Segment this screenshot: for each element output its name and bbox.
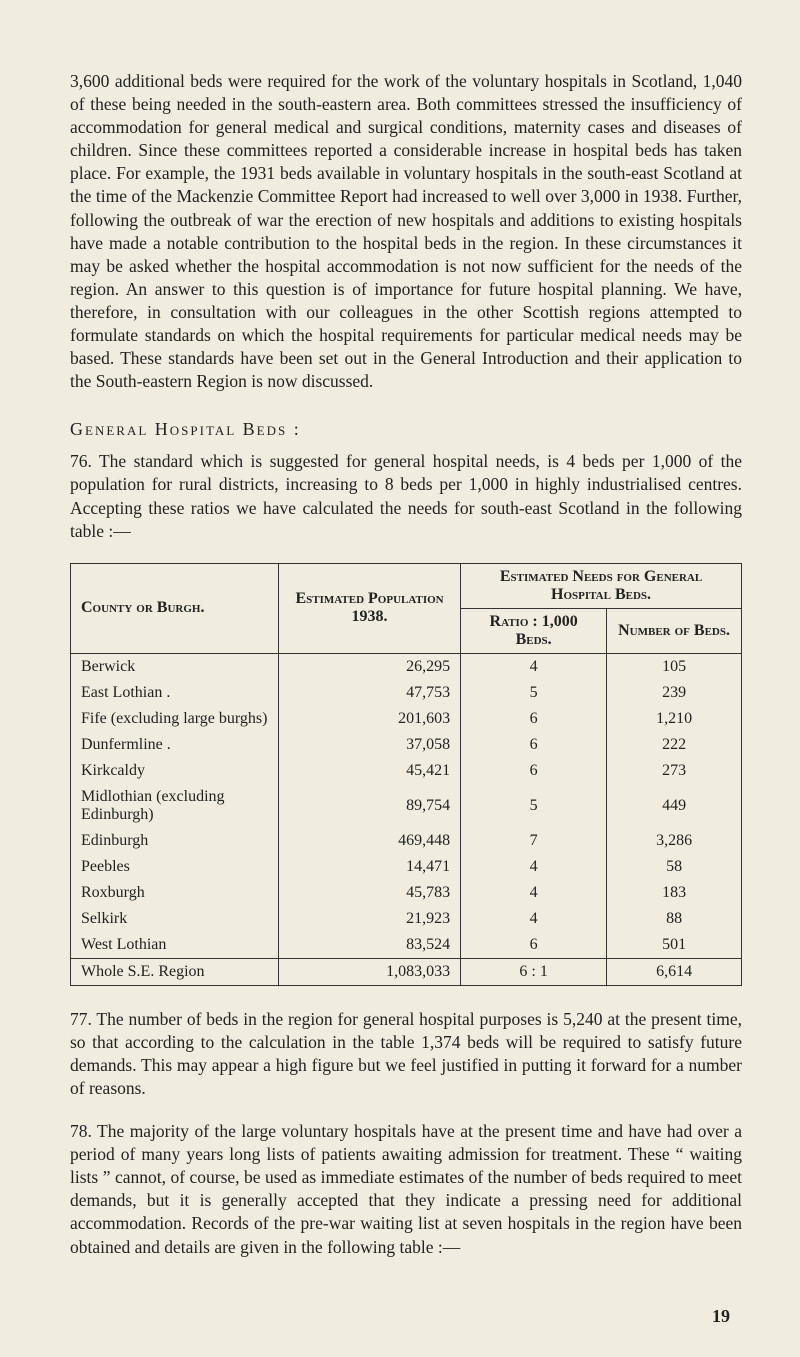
section-title-general-hospital-beds: General Hospital Beds : [70, 419, 742, 440]
cell-total-beds: 6,614 [607, 958, 742, 985]
cell-beds: 501 [607, 932, 742, 959]
cell-beds: 183 [607, 880, 742, 906]
cell-county: Kirkcaldy [71, 758, 279, 784]
table-row: East Lothian . 47,753 5 239 [71, 680, 742, 706]
table-row: Berwick 26,295 4 105 [71, 653, 742, 680]
paragraph-78: 78. The majority of the large voluntary … [70, 1120, 742, 1259]
beds-table: County or Burgh. Estimated Population 19… [70, 563, 742, 986]
table-row: Dunfermline . 37,058 6 222 [71, 732, 742, 758]
page-number: 19 [712, 1306, 730, 1327]
cell-ratio: 4 [461, 854, 607, 880]
table-row: Kirkcaldy 45,421 6 273 [71, 758, 742, 784]
cell-ratio: 4 [461, 906, 607, 932]
paragraph-intro: 3,600 additional beds were required for … [70, 70, 742, 393]
cell-beds: 1,210 [607, 706, 742, 732]
cell-population: 47,753 [278, 680, 460, 706]
cell-beds: 222 [607, 732, 742, 758]
table-row: Selkirk 21,923 4 88 [71, 906, 742, 932]
cell-beds: 88 [607, 906, 742, 932]
th-needs-group: Estimated Needs for General Hospital Bed… [461, 563, 742, 608]
th-ratio: Ratio : 1,000 Beds. [461, 608, 607, 653]
table-row: Fife (excluding large burghs) 201,603 6 … [71, 706, 742, 732]
cell-total-label: Whole S.E. Region [71, 958, 279, 985]
table-row: Edinburgh 469,448 7 3,286 [71, 828, 742, 854]
th-number-beds: Number of Beds. [607, 608, 742, 653]
cell-beds: 105 [607, 653, 742, 680]
page: 3,600 additional beds were required for … [0, 0, 800, 1357]
cell-population: 201,603 [278, 706, 460, 732]
cell-beds: 449 [607, 784, 742, 828]
cell-population: 469,448 [278, 828, 460, 854]
cell-beds: 58 [607, 854, 742, 880]
cell-total-ratio: 6 : 1 [461, 958, 607, 985]
th-county: County or Burgh. [71, 563, 279, 653]
table-row: West Lothian 83,524 6 501 [71, 932, 742, 959]
cell-population: 37,058 [278, 732, 460, 758]
cell-ratio: 6 [461, 732, 607, 758]
cell-total-population: 1,083,033 [278, 958, 460, 985]
cell-county: Edinburgh [71, 828, 279, 854]
cell-county: Roxburgh [71, 880, 279, 906]
table-row: Peebles 14,471 4 58 [71, 854, 742, 880]
cell-county: Fife (excluding large burghs) [71, 706, 279, 732]
th-population: Estimated Population 1938. [278, 563, 460, 653]
table-row: Midlothian (excluding Edinburgh) 89,754 … [71, 784, 742, 828]
cell-ratio: 4 [461, 880, 607, 906]
cell-ratio: 5 [461, 680, 607, 706]
cell-ratio: 7 [461, 828, 607, 854]
cell-county: Midlothian (excluding Edinburgh) [71, 784, 279, 828]
cell-population: 83,524 [278, 932, 460, 959]
cell-county: East Lothian . [71, 680, 279, 706]
cell-county: West Lothian [71, 932, 279, 959]
table-total-row: Whole S.E. Region 1,083,033 6 : 1 6,614 [71, 958, 742, 985]
cell-ratio: 5 [461, 784, 607, 828]
cell-population: 45,421 [278, 758, 460, 784]
cell-population: 89,754 [278, 784, 460, 828]
cell-ratio: 6 [461, 706, 607, 732]
paragraph-76: 76. The standard which is suggested for … [70, 450, 742, 542]
cell-population: 26,295 [278, 653, 460, 680]
cell-population: 45,783 [278, 880, 460, 906]
cell-beds: 239 [607, 680, 742, 706]
cell-county: Dunfermline . [71, 732, 279, 758]
cell-county: Peebles [71, 854, 279, 880]
cell-ratio: 6 [461, 758, 607, 784]
cell-population: 14,471 [278, 854, 460, 880]
table-row: Roxburgh 45,783 4 183 [71, 880, 742, 906]
cell-beds: 273 [607, 758, 742, 784]
cell-ratio: 4 [461, 653, 607, 680]
cell-county: Berwick [71, 653, 279, 680]
cell-county: Selkirk [71, 906, 279, 932]
cell-population: 21,923 [278, 906, 460, 932]
cell-ratio: 6 [461, 932, 607, 959]
paragraph-77: 77. The number of beds in the region for… [70, 1008, 742, 1100]
cell-beds: 3,286 [607, 828, 742, 854]
